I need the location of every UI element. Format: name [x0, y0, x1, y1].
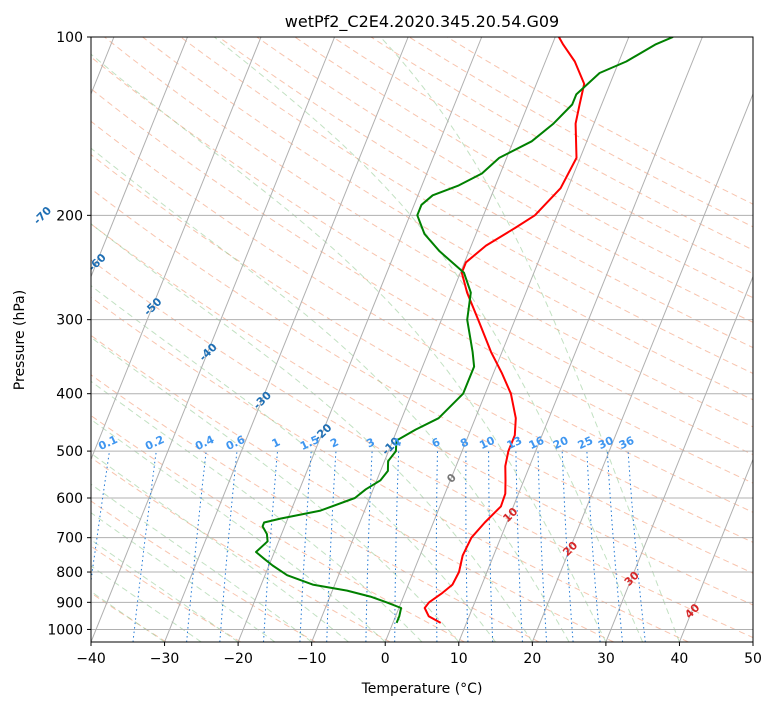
- dry-adiabat: [180, 37, 753, 374]
- y-tick-label: 500: [56, 444, 83, 460]
- y-axis-title: Pressure (hPa): [12, 290, 28, 390]
- dry-adiabat: [91, 153, 753, 543]
- chart-title: wetPf2_C2E4.2020.345.20.54.G09: [285, 12, 559, 32]
- isotherm: [458, 37, 703, 642]
- dry-adiabat: [91, 56, 753, 456]
- mixing-ratio-line: [326, 451, 337, 642]
- mixing-ratio-line: [132, 451, 157, 642]
- moist-adiabat: [91, 53, 607, 642]
- dry-adiabat: [91, 223, 753, 606]
- isotherm: [237, 37, 483, 642]
- dry-adiabat: [104, 37, 753, 428]
- temperature-profile-line: [423, 37, 586, 624]
- x-tick-label: −20: [223, 651, 253, 667]
- x-tick-label: −40: [76, 651, 106, 667]
- mixing-ratio-line: [488, 451, 494, 642]
- moist-adiabat: [91, 565, 202, 642]
- y-tick-label: 1000: [47, 622, 83, 638]
- y-tick-label: 600: [56, 491, 83, 507]
- moist-adiabat: [91, 452, 349, 642]
- moist-adiabat: [91, 223, 533, 642]
- mixing-ratio-line: [465, 451, 469, 642]
- moist-adiabat: [91, 285, 496, 642]
- isotherm: [91, 37, 188, 278]
- mixing-ratio-line: [586, 451, 601, 642]
- plot-frame: [90, 36, 754, 643]
- mixing-ratio-line: [365, 451, 373, 642]
- moist-adiabat: [213, 37, 644, 642]
- moist-adiabat: [91, 147, 570, 642]
- mixing-ratio-line: [394, 451, 400, 642]
- dry-adiabat: [91, 188, 753, 574]
- mixing-ratio-label: 20: [551, 434, 571, 452]
- mixing-ratio-label: 30: [596, 434, 616, 452]
- mixing-ratio-label: 10: [477, 434, 497, 452]
- y-tick-label: 400: [56, 387, 83, 403]
- dry-adiabat: [91, 120, 753, 513]
- mixing-ratio-label: 25: [576, 434, 595, 452]
- isotherm: [605, 275, 753, 642]
- isotherm: [384, 37, 630, 642]
- isotherm: [678, 457, 753, 642]
- y-tick-label: 900: [56, 595, 83, 611]
- x-tick-label: 20: [523, 651, 541, 667]
- x-axis: −40 −30 −20 −10 0 10 20 30 40 50: [76, 642, 762, 667]
- y-tick-label: 800: [56, 565, 83, 581]
- dry-adiabat: [91, 500, 316, 642]
- dry-adiabat: [142, 37, 753, 401]
- mixing-ratio-line: [606, 451, 624, 642]
- y-tick-label: 300: [56, 313, 83, 329]
- sounding-series: [255, 37, 674, 624]
- mixing-ratio-line: [515, 451, 523, 642]
- y-tick-label: 200: [56, 208, 83, 224]
- mixing-ratio-lines: [91, 451, 646, 642]
- mixing-ratio-line: [627, 451, 646, 642]
- mixing-ratio-line: [91, 451, 110, 585]
- x-axis-title: Temperature (°C): [361, 681, 483, 697]
- dewpoint-profile-line: [255, 37, 674, 624]
- isotherm: [91, 37, 336, 642]
- isobar-gridlines: [91, 37, 753, 630]
- mixing-ratio-label: 16: [527, 434, 547, 452]
- mixing-ratio-label: 36: [617, 434, 637, 452]
- moist-adiabat: [91, 590, 165, 642]
- mixing-ratio-label: 13: [505, 434, 524, 452]
- mixing-ratio-line: [561, 451, 574, 642]
- x-tick-label: 50: [744, 651, 762, 667]
- mixing-ratio-line: [435, 451, 438, 642]
- x-tick-label: −30: [150, 651, 180, 667]
- moist-adiabat: [91, 418, 386, 642]
- moist-adiabat: [380, 37, 680, 642]
- mixing-ratio-line: [263, 451, 278, 642]
- x-tick-label: −10: [297, 651, 327, 667]
- dry-adiabat: [91, 334, 614, 642]
- isotherm: [91, 37, 262, 461]
- isotherm-gridlines: [91, 37, 753, 642]
- x-tick-label: 40: [671, 651, 689, 667]
- moist-adiabat: [91, 512, 276, 642]
- mixing-ratio-line: [186, 451, 207, 642]
- moist-adiabat: [91, 539, 239, 642]
- x-tick-label: 0: [381, 651, 390, 667]
- isotherm: [531, 92, 753, 642]
- y-axis: 100 200 300 400 500 600 700 800 900 1000: [47, 30, 91, 638]
- dry-adiabat: [91, 374, 540, 642]
- dry-adiabat: [91, 456, 391, 642]
- mixing-ratio-line: [219, 451, 238, 642]
- y-tick-label: 700: [56, 531, 83, 547]
- x-tick-label: 30: [597, 651, 615, 667]
- mixing-ratio-line: [537, 451, 548, 642]
- isotherm: [164, 37, 409, 642]
- plot-area: [91, 37, 753, 642]
- dry-adiabat: [91, 259, 753, 639]
- mixing-ratio-line: [299, 451, 312, 642]
- y-tick-label: 100: [56, 30, 83, 46]
- isotherm: [311, 37, 556, 642]
- x-tick-label: 10: [450, 651, 468, 667]
